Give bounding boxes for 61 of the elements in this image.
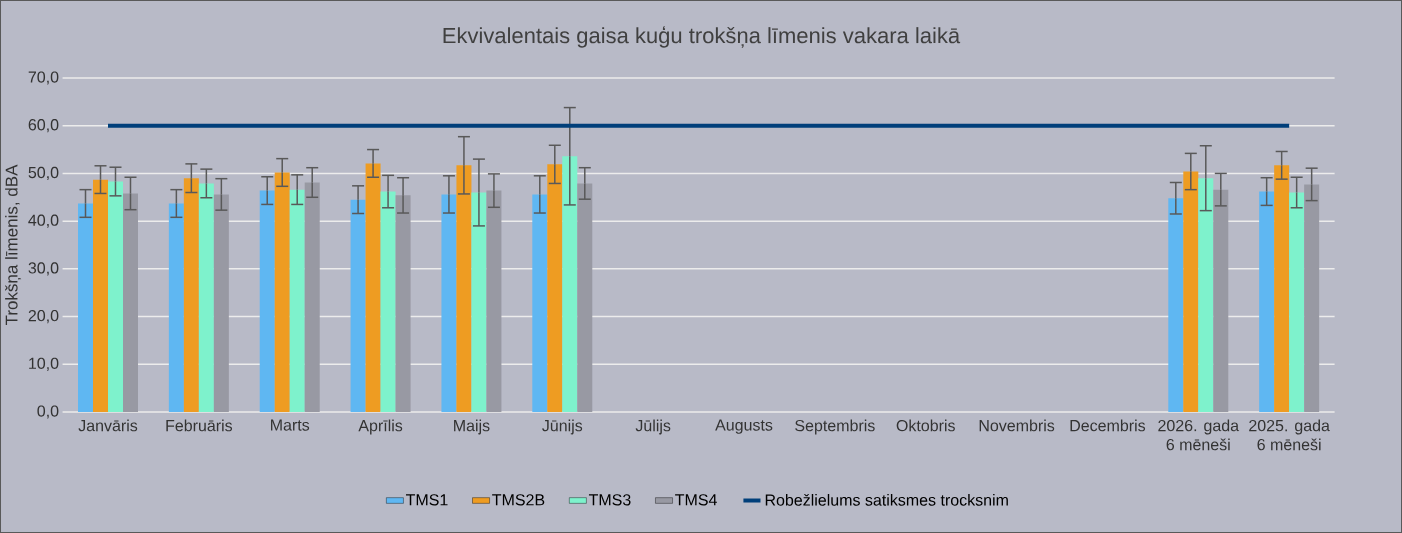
y-tick-label: 60,0 [28, 119, 59, 133]
bar [123, 193, 138, 412]
bar [532, 194, 548, 412]
bar [456, 165, 472, 412]
bar [213, 194, 229, 412]
x-tick-label: Marts [271, 419, 310, 431]
y-tick-label: 20,0 [28, 309, 59, 324]
x-tick-label: Oktobris [896, 419, 955, 432]
bar [562, 156, 578, 412]
x-tick-label: Novembris [979, 419, 1055, 432]
bar [168, 203, 184, 412]
legend-label: Robežlielums satiksmes trocksnim [765, 493, 1008, 506]
legend-label: TMS1 [406, 494, 448, 506]
bar [1259, 191, 1275, 412]
x-tick-label: 2025. gada 6 mēneši [1249, 419, 1330, 451]
bar [350, 199, 366, 412]
x-tick-label: Jūnijs [542, 419, 583, 435]
bar [93, 179, 109, 412]
bar [471, 192, 487, 412]
bar [577, 183, 593, 412]
y-tick-label: 70,0 [28, 71, 59, 85]
x-tick-label: Maijs [454, 419, 490, 435]
bar [365, 163, 381, 412]
bar [198, 183, 214, 412]
y-tick-label: 50,0 [28, 166, 59, 181]
bar [1274, 165, 1290, 412]
y-tick-label: 10,0 [29, 357, 59, 371]
x-tick-label: Februāris [166, 419, 233, 432]
bar [259, 190, 275, 412]
bar [1289, 192, 1305, 412]
bar [1213, 189, 1229, 412]
x-tick-label: Janvāris [78, 419, 138, 432]
bar [274, 172, 290, 412]
x-tick-label: Decembris [1070, 419, 1146, 432]
x-tick-label: Jūlijs [635, 419, 671, 435]
bar [547, 164, 563, 412]
y-axis-title: Trokšņa līmenis, dBA [5, 164, 22, 326]
bar [78, 203, 94, 412]
bar [1304, 184, 1320, 412]
legend-label: TMS4 [675, 494, 717, 506]
bar [289, 189, 305, 412]
legend-label: TMS2B [492, 494, 545, 506]
y-tick-label: 0,0 [37, 405, 59, 419]
bar [1198, 178, 1214, 412]
bar [395, 195, 411, 412]
bar [183, 178, 199, 412]
chart-title: Ekvivalentais gaisa kuģu trokšņa līmenis vakara laikā [443, 26, 961, 48]
x-tick-label: Septembris [795, 419, 875, 435]
legend-label: TMS3 [588, 494, 631, 506]
bar [1183, 171, 1199, 412]
bar [108, 181, 123, 412]
y-tick-label: 30,0 [28, 262, 59, 276]
bar [486, 190, 502, 412]
bar [1168, 198, 1184, 412]
bar [304, 182, 320, 412]
y-tick-label: 40,0 [28, 214, 59, 228]
bar [441, 194, 457, 412]
x-tick-label: 2026. gada 6 mēneši [1158, 419, 1240, 451]
x-tick-label: Aprīlis [358, 419, 403, 435]
bar [380, 191, 396, 412]
x-tick-label: Augusts [715, 419, 773, 434]
